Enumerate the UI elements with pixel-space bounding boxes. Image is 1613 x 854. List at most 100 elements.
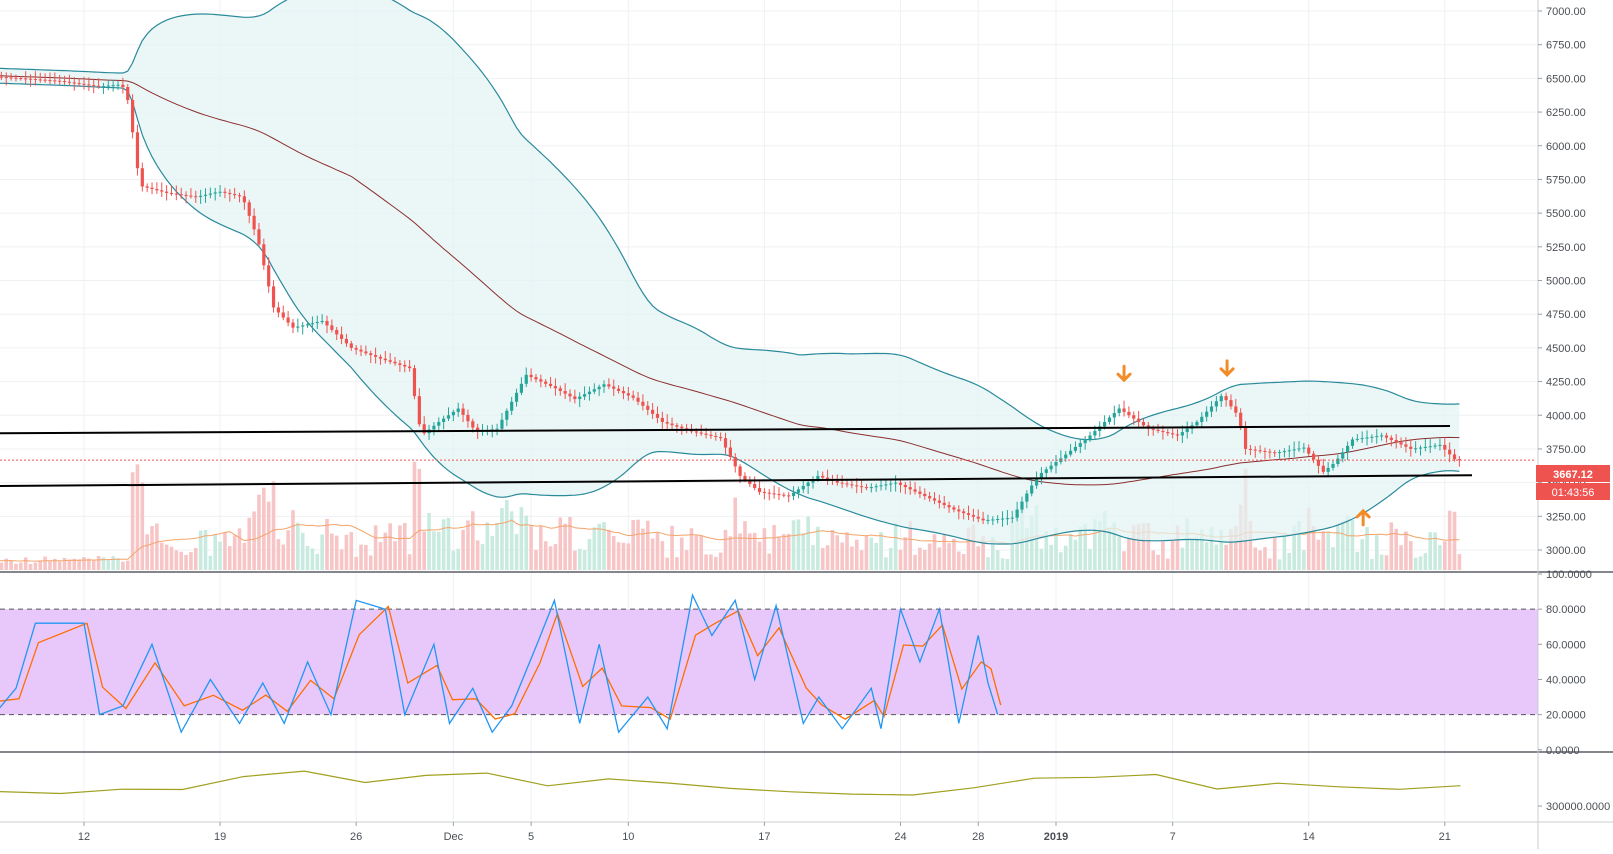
candle-body bbox=[437, 421, 441, 426]
candle-body bbox=[92, 85, 96, 87]
volume-bar bbox=[315, 553, 320, 570]
volume-bar bbox=[1005, 558, 1010, 570]
volume-bar bbox=[1394, 528, 1398, 570]
candle-body bbox=[257, 229, 261, 245]
volume-bar bbox=[1131, 525, 1136, 570]
stoch-rsi-lines bbox=[0, 593, 1002, 734]
candle-body bbox=[626, 393, 630, 396]
candle-body bbox=[772, 493, 776, 495]
volume-bar bbox=[1292, 525, 1296, 570]
candle-body bbox=[349, 343, 353, 348]
candle-body bbox=[932, 498, 937, 501]
volume-bar bbox=[1078, 527, 1083, 570]
candle-body bbox=[179, 194, 183, 196]
volume-bar bbox=[33, 562, 38, 570]
volume-bar bbox=[213, 534, 218, 570]
candle-body bbox=[19, 78, 23, 80]
candle-body bbox=[602, 384, 606, 387]
volume-bar bbox=[1268, 558, 1272, 570]
volume-bar bbox=[801, 533, 806, 570]
rsi-tick-label: 0.0000 bbox=[1546, 745, 1580, 757]
volume-bar bbox=[1025, 527, 1029, 570]
price-tick-label: 5250.00 bbox=[1546, 242, 1586, 254]
price-axis[interactable]: 7000.00 6750.00 6500.00 6250.00 6000.00 5750.… bbox=[1538, 6, 1610, 813]
candle-body bbox=[952, 507, 956, 510]
candle-body bbox=[339, 334, 344, 339]
candle-body bbox=[1039, 472, 1044, 478]
candle-body bbox=[879, 485, 883, 487]
volume-bar bbox=[1000, 558, 1005, 570]
candle-body bbox=[1360, 438, 1364, 440]
candle-body bbox=[762, 492, 766, 494]
volume-bar bbox=[0, 562, 4, 570]
time-tick-label: Dec bbox=[444, 831, 464, 843]
volume-bar bbox=[675, 557, 679, 570]
candle-body bbox=[621, 390, 626, 394]
candle-body bbox=[1394, 439, 1398, 443]
obv-line-path bbox=[0, 770, 1461, 796]
resistance-trend-line bbox=[0, 425, 1451, 435]
candle-body bbox=[1025, 493, 1029, 502]
time-tick-label: 10 bbox=[622, 831, 634, 843]
volume-bar bbox=[1200, 529, 1204, 570]
volume-bar bbox=[378, 542, 383, 570]
volume-bar bbox=[67, 559, 72, 570]
candle-body bbox=[432, 425, 436, 430]
candle-body bbox=[1457, 459, 1461, 461]
candle-body bbox=[981, 518, 985, 521]
obv-line bbox=[0, 770, 1461, 796]
volume-bar bbox=[519, 507, 524, 570]
volume-bar bbox=[334, 535, 339, 570]
price-tick-label: 5750.00 bbox=[1546, 174, 1586, 186]
candle-body bbox=[310, 323, 315, 325]
volume-bar bbox=[116, 558, 120, 570]
candle-body bbox=[510, 401, 514, 411]
time-axis[interactable]: 12 19 26 Dec 5 10 17 24 28 2019 7 14 21 bbox=[78, 822, 1451, 843]
candle-body bbox=[67, 81, 72, 83]
volume-bar bbox=[310, 548, 315, 570]
candle-body bbox=[903, 484, 907, 488]
candle-body bbox=[801, 485, 805, 490]
volume-bar bbox=[276, 539, 281, 570]
volume-bar bbox=[738, 533, 742, 570]
candle-body bbox=[607, 384, 611, 387]
stoch-d-line bbox=[0, 605, 1002, 721]
candle-body bbox=[568, 393, 572, 397]
candle-body bbox=[194, 196, 198, 198]
candle-body bbox=[996, 519, 1000, 521]
candle-body bbox=[670, 423, 674, 426]
candle-body bbox=[1088, 435, 1092, 440]
candle-body bbox=[48, 80, 52, 82]
candle-body bbox=[1273, 452, 1277, 454]
trend-lines[interactable] bbox=[0, 425, 1536, 487]
candle-body bbox=[733, 457, 737, 467]
volume-bar bbox=[106, 559, 111, 570]
volume-bar bbox=[193, 547, 198, 570]
volume-bar bbox=[135, 464, 140, 570]
countdown-value: 01:43:56 bbox=[1552, 487, 1595, 499]
volume-bar bbox=[976, 546, 981, 570]
volume-bar bbox=[509, 511, 514, 570]
volume-bar bbox=[577, 548, 582, 570]
candle-body bbox=[369, 353, 373, 356]
volume-bar bbox=[388, 523, 392, 570]
candle-body bbox=[582, 394, 587, 397]
annotation-arrows[interactable] bbox=[1116, 359, 1371, 527]
volume-bar bbox=[271, 481, 276, 570]
candle-body bbox=[43, 79, 47, 81]
volume-bar bbox=[699, 535, 704, 570]
volume-bar bbox=[412, 461, 417, 570]
volume-bar bbox=[1389, 522, 1394, 570]
volume-bar bbox=[1151, 550, 1155, 570]
volume-bar bbox=[728, 536, 733, 570]
volume-bar bbox=[291, 510, 295, 570]
candle-body bbox=[1399, 442, 1403, 445]
candle-body bbox=[962, 511, 966, 514]
candle-body bbox=[471, 421, 475, 428]
volume-bar bbox=[514, 533, 519, 570]
volume-bar bbox=[1049, 544, 1053, 570]
volume-bar bbox=[101, 557, 106, 570]
